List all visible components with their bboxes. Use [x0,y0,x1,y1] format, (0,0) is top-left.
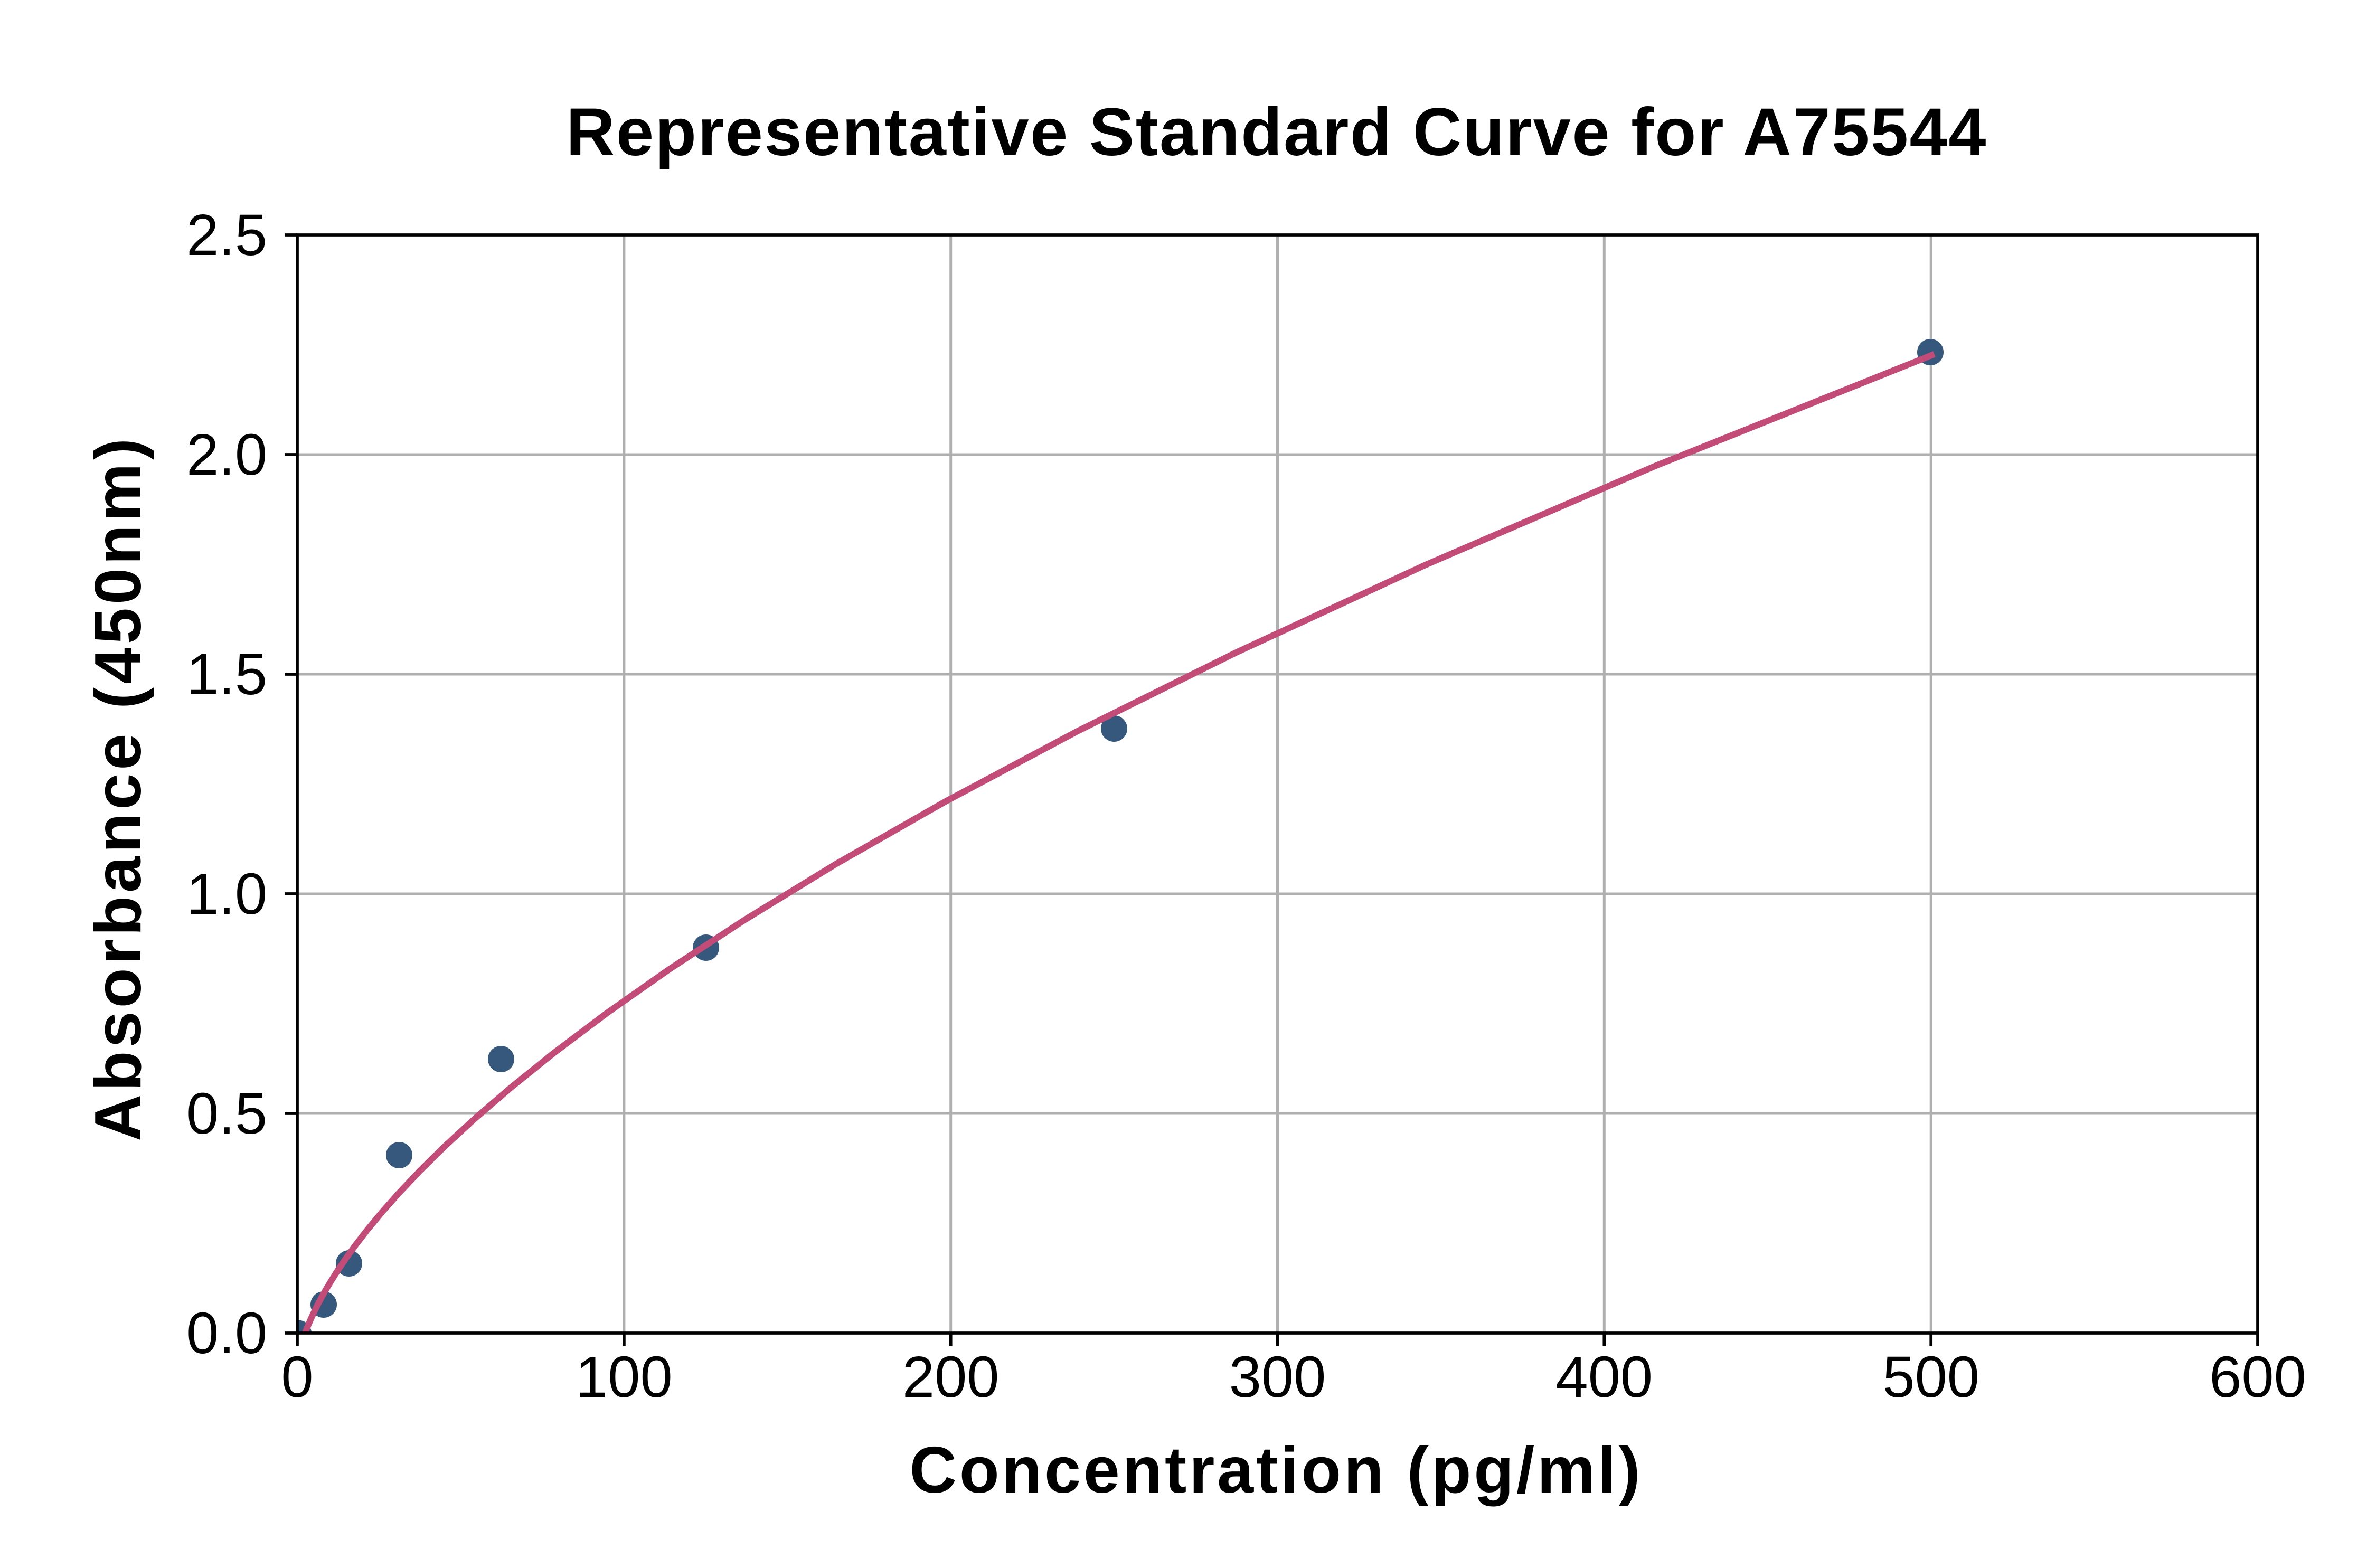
svg-text:2.5: 2.5 [186,203,267,268]
svg-text:0.5: 0.5 [186,1081,267,1146]
svg-text:600: 600 [2209,1345,2306,1410]
svg-text:300: 300 [1229,1345,1326,1410]
svg-text:200: 200 [902,1345,1000,1410]
svg-text:Absorbance (450nm): Absorbance (450nm) [82,435,155,1141]
svg-text:Concentration (pg/ml): Concentration (pg/ml) [910,1434,1643,1507]
svg-text:2.0: 2.0 [186,422,267,487]
svg-text:1.5: 1.5 [186,642,267,707]
svg-text:1.0: 1.0 [186,862,267,927]
svg-text:400: 400 [1556,1345,1653,1410]
svg-text:500: 500 [1882,1345,1979,1410]
svg-text:0: 0 [281,1345,313,1410]
svg-text:0.0: 0.0 [186,1301,267,1366]
svg-text:Representative Standard Curve: Representative Standard Curve for A75544 [566,95,1987,170]
svg-text:100: 100 [576,1345,673,1410]
